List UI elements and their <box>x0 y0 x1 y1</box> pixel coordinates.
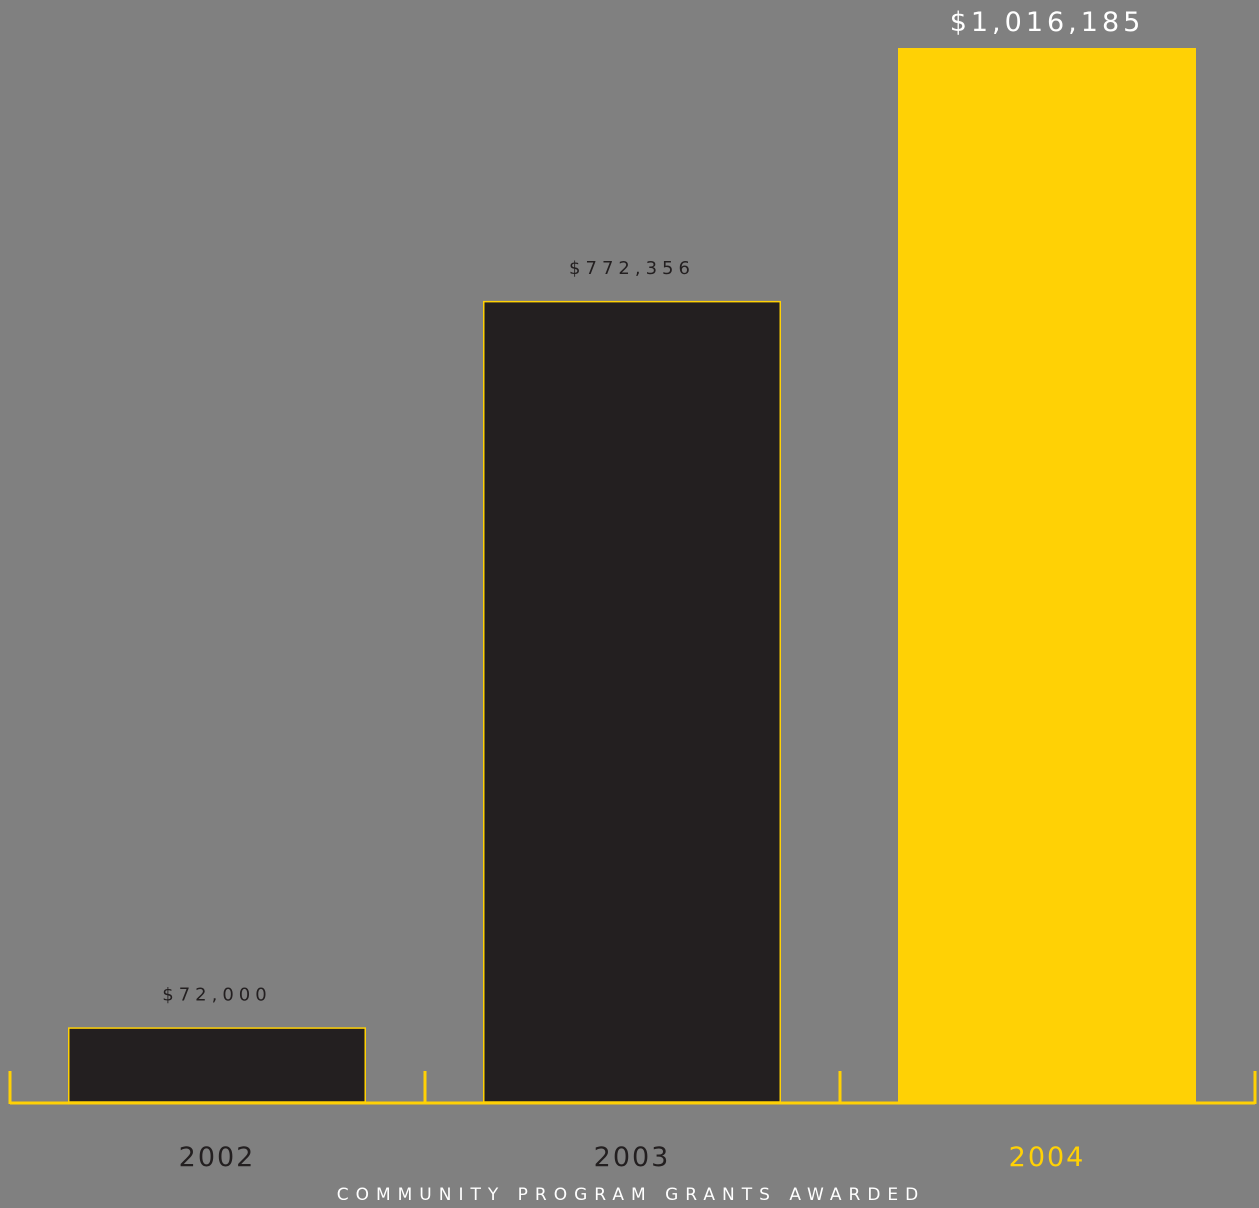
x-axis <box>8 1071 1257 1105</box>
value-labels-group: $72,000 $772,356 $1,016,185 <box>162 7 1145 1005</box>
value-label-2004: $1,016,185 <box>950 7 1145 38</box>
bars-group <box>68 48 1196 1103</box>
x-tick-labels-group: 2002 2003 2004 <box>179 1142 1086 1173</box>
bar-2002 <box>68 1027 366 1103</box>
tick-label-2004: 2004 <box>1009 1142 1086 1173</box>
value-label-2003: $772,356 <box>569 258 695 279</box>
tick-label-2002: 2002 <box>179 1142 256 1173</box>
bar-2004 <box>898 48 1196 1103</box>
value-label-2002: $72,000 <box>162 984 271 1005</box>
bar-2003 <box>483 300 781 1103</box>
x-axis-title: COMMUNITY PROGRAM GRANTS AWARDED <box>337 1185 926 1205</box>
tick-label-2003: 2003 <box>594 1142 671 1173</box>
